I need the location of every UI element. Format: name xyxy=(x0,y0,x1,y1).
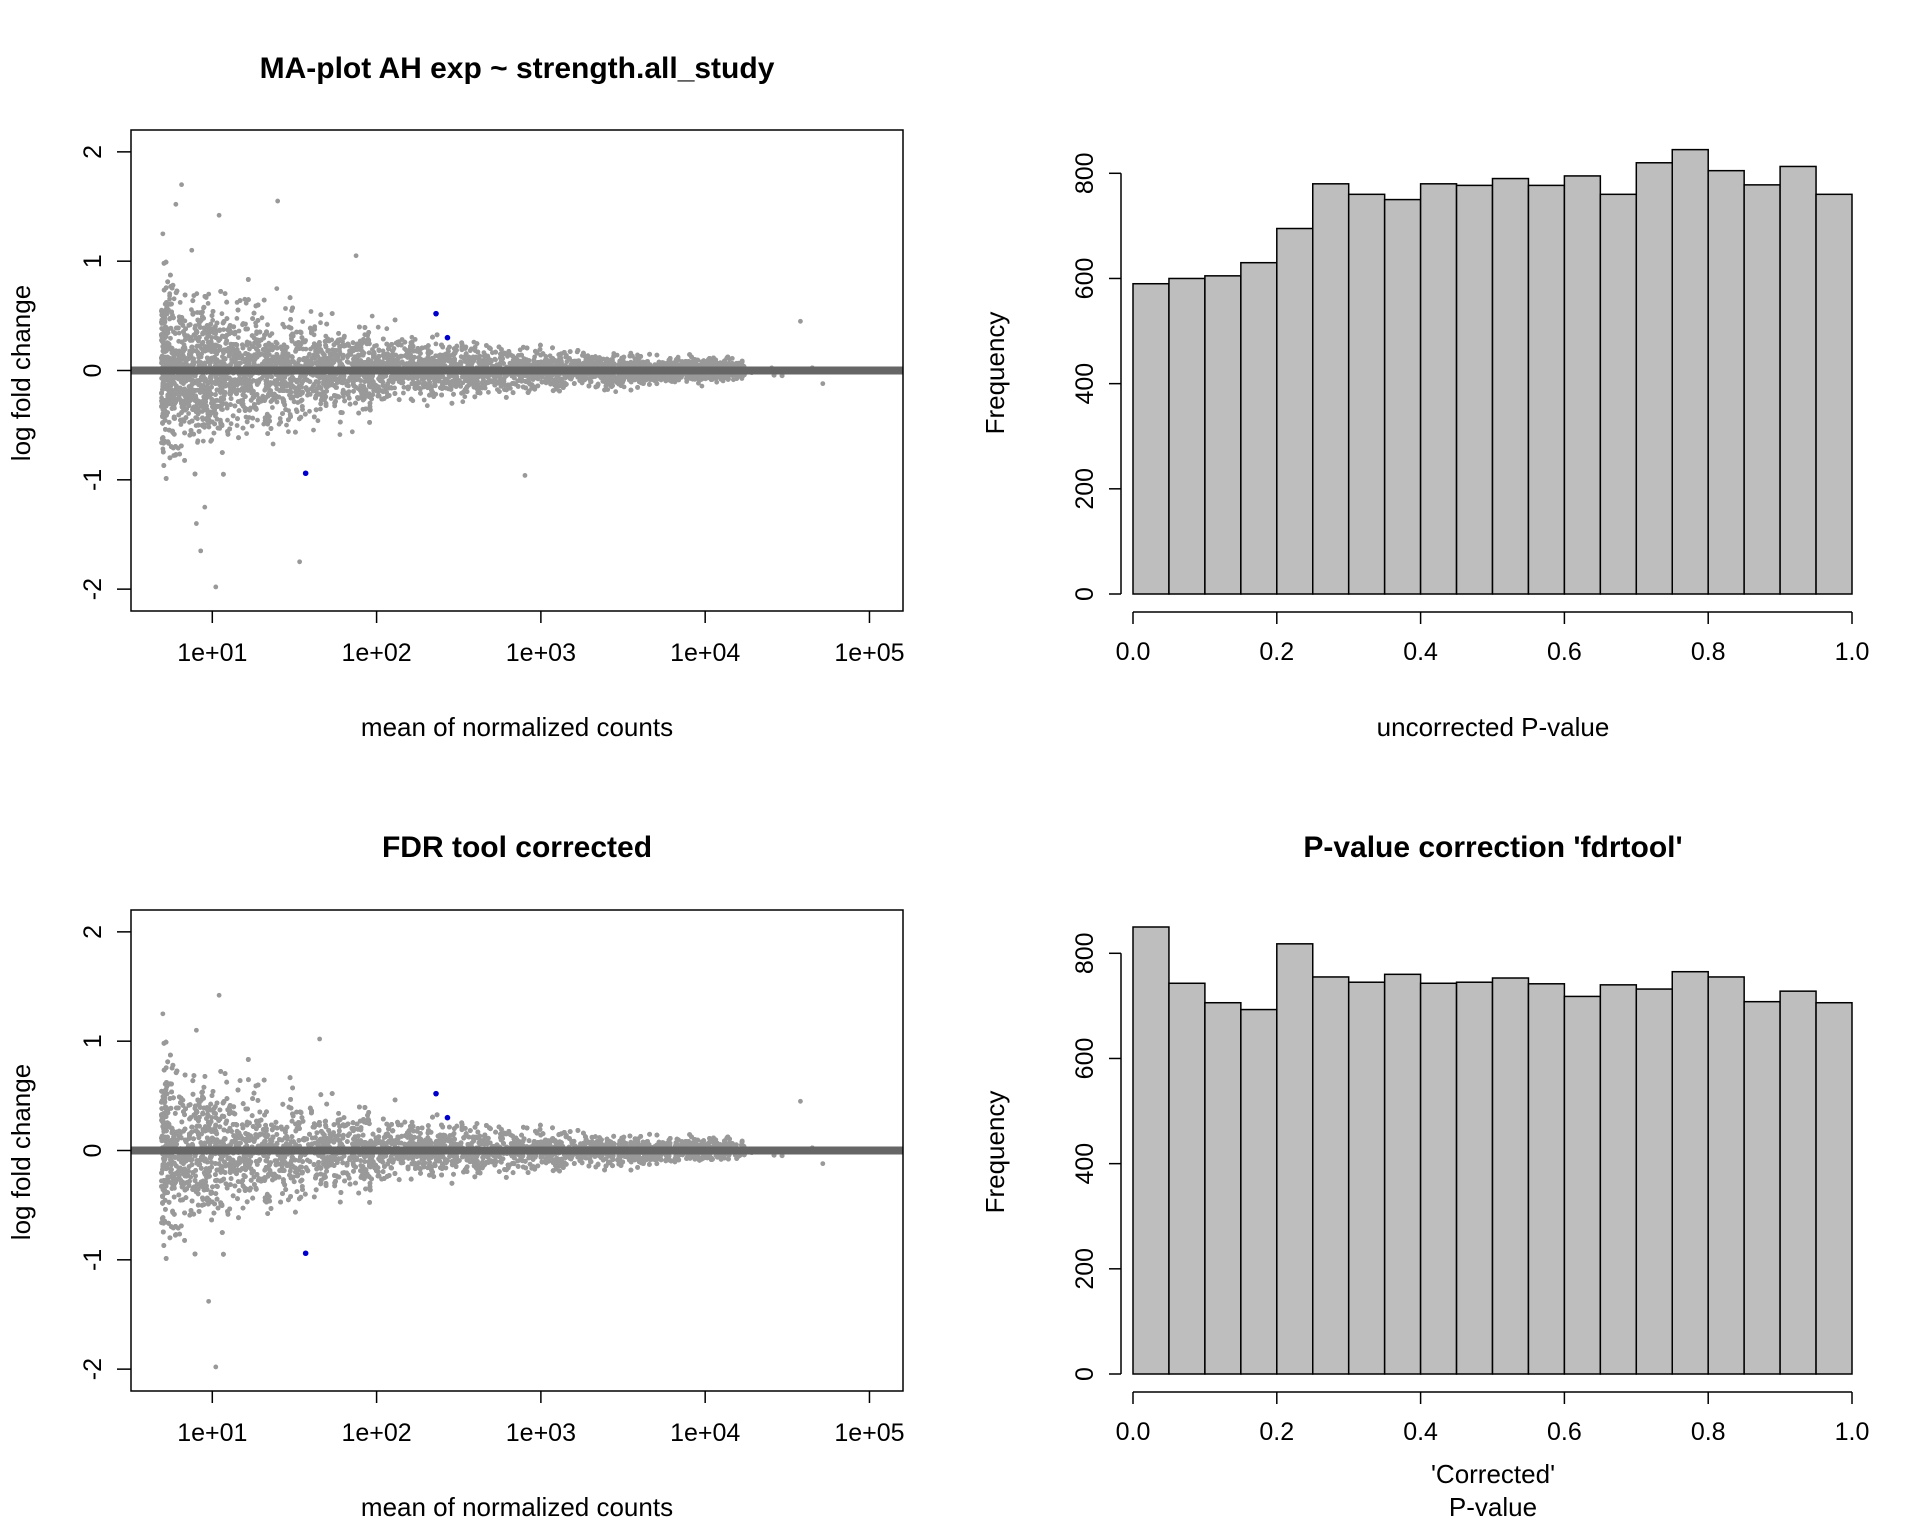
data-point xyxy=(171,296,177,302)
data-point xyxy=(460,399,466,405)
data-point xyxy=(267,333,273,338)
ma-plot-panel: MA-plot AH exp ~ strength.all_study mean… xyxy=(6,52,905,742)
y-tick-label: -1 xyxy=(79,469,107,491)
data-point xyxy=(168,335,173,341)
data-point xyxy=(532,354,537,360)
data-point xyxy=(195,416,200,422)
data-point xyxy=(178,422,184,427)
data-point xyxy=(318,406,323,412)
chart-title: MA-plot AH exp ~ strength.all_study xyxy=(260,52,775,85)
data-point xyxy=(176,330,182,336)
data-point xyxy=(265,322,270,328)
data-point xyxy=(486,389,491,395)
data-point xyxy=(372,343,377,349)
data-point xyxy=(219,311,225,317)
data-point xyxy=(300,319,306,324)
data-point xyxy=(259,315,265,321)
data-point xyxy=(412,337,418,342)
data-point xyxy=(234,423,240,428)
data-point xyxy=(249,423,255,429)
data-point xyxy=(270,405,275,410)
data-point xyxy=(234,316,240,321)
data-point xyxy=(205,301,211,306)
data-point xyxy=(613,389,619,395)
data-point xyxy=(323,333,329,339)
data-point xyxy=(312,324,318,330)
data-point xyxy=(277,416,283,421)
data-points xyxy=(159,182,826,590)
x-tick-label: 1e+02 xyxy=(341,639,411,667)
y-tick-label: 0 xyxy=(79,364,107,378)
data-point xyxy=(337,432,343,437)
x-tick-label: 1e+03 xyxy=(506,639,576,667)
data-point xyxy=(402,346,407,352)
y-tick-label: 2 xyxy=(79,145,107,159)
data-point xyxy=(699,383,705,389)
data-point xyxy=(177,300,183,305)
x-axis-label: mean of normalized counts xyxy=(361,712,673,742)
x-tick-label: 1e+05 xyxy=(834,639,904,667)
x-tick-label: 1e+01 xyxy=(177,639,247,667)
data-point xyxy=(424,403,430,409)
data-point xyxy=(186,411,192,416)
data-point xyxy=(236,328,242,334)
data-point xyxy=(384,326,390,332)
data-point xyxy=(714,379,720,385)
data-point xyxy=(318,320,323,326)
data-point xyxy=(274,399,280,405)
data-point xyxy=(401,384,407,390)
data-point xyxy=(270,441,276,447)
x-tick-label: 1e+04 xyxy=(670,639,740,667)
data-point xyxy=(195,438,201,444)
y-axis-label: log fold change xyxy=(6,285,36,461)
data-point xyxy=(200,339,206,345)
data-point xyxy=(421,397,427,403)
data-point xyxy=(197,390,203,395)
data-point xyxy=(369,313,375,319)
data-point xyxy=(244,431,250,436)
data-point xyxy=(433,341,439,347)
data-point xyxy=(286,429,291,435)
data-point xyxy=(269,374,274,380)
data-point xyxy=(311,427,316,433)
data-point xyxy=(225,417,230,423)
data-point xyxy=(401,390,406,396)
data-point xyxy=(255,417,260,423)
data-point xyxy=(307,408,312,414)
data-point xyxy=(315,418,321,424)
data-point xyxy=(462,394,468,400)
data-point xyxy=(167,291,173,297)
y-tick-label: 1 xyxy=(79,254,107,268)
data-point xyxy=(235,335,241,340)
data-point xyxy=(228,421,234,427)
data-point xyxy=(380,348,386,354)
data-point xyxy=(283,306,288,311)
data-point xyxy=(219,406,224,412)
data-point xyxy=(308,309,314,314)
y-tick-label: -2 xyxy=(79,578,107,600)
data-point xyxy=(200,438,206,444)
data-point xyxy=(349,429,355,435)
data-point xyxy=(375,324,381,330)
data-point xyxy=(274,286,280,291)
data-point xyxy=(284,422,289,428)
